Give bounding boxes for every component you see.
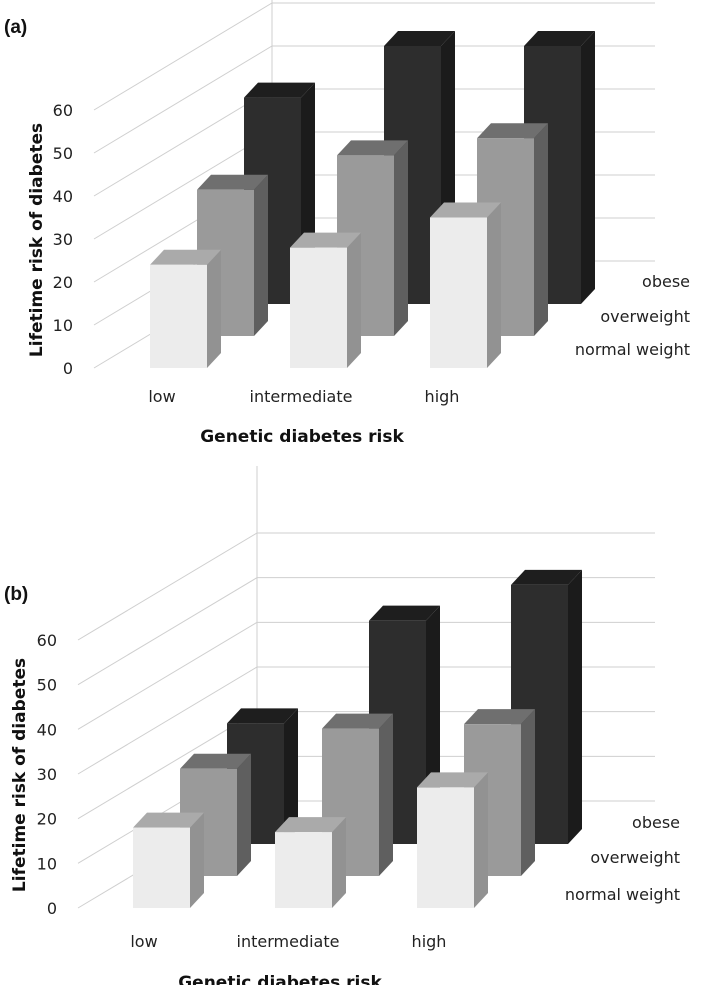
bar-top-face <box>430 202 501 218</box>
x-category-label-intermediate: intermediate <box>250 387 353 406</box>
bar-normal-weight-low <box>133 812 204 908</box>
y-tick-label: 40 <box>37 720 57 739</box>
series-label-overweight: overweight <box>600 307 690 326</box>
bar-normal-weight-intermediate <box>275 817 346 908</box>
bar-normal-weight-low <box>150 249 221 368</box>
bar-top-face <box>369 605 440 621</box>
bar-side-face <box>394 140 408 336</box>
panel-b-chart: 0 10 20 30 40 50 60 low intermediate high normal w… <box>4 466 680 985</box>
bar-front-face <box>417 787 474 908</box>
bar-top-face <box>227 708 298 724</box>
y-tick-label: 10 <box>37 854 57 873</box>
bar-top-face <box>477 123 548 139</box>
bar-top-face <box>524 31 595 46</box>
series-label-normal-weight: normal weight <box>565 885 680 904</box>
bar-front-face <box>290 247 347 368</box>
y-axis-title: Lifetime risk of diabetes <box>27 123 47 357</box>
bar-normal-weight-intermediate <box>290 232 361 368</box>
bar-top-face <box>322 713 393 729</box>
bar-front-face <box>275 832 332 908</box>
bar-side-face <box>190 812 204 908</box>
bar-normal-weight-high <box>417 772 488 908</box>
x-category-label-low: low <box>130 932 157 951</box>
bar-top-face <box>197 174 268 190</box>
y-tick-label: 60 <box>37 631 57 650</box>
panel-label: (a) <box>4 17 27 38</box>
y-tick-label: 40 <box>53 187 73 206</box>
panel-label: (b) <box>4 584 28 605</box>
bar-side-face <box>521 709 535 876</box>
bar-front-face <box>150 264 207 368</box>
bar-side-face <box>487 202 501 368</box>
y-tick-label: 0 <box>63 359 73 378</box>
bar-top-face <box>275 817 346 833</box>
y-tick-label: 0 <box>47 899 57 918</box>
bar-side-face <box>254 174 268 336</box>
bar-side-face <box>207 249 221 368</box>
x-category-label-high: high <box>425 387 460 406</box>
bar-side-face <box>237 753 251 876</box>
bar-side-face <box>284 708 298 844</box>
y-tick-label: 30 <box>53 230 73 249</box>
x-category-label-low: low <box>148 387 175 406</box>
series-label-normal-weight: normal weight <box>575 340 690 359</box>
bar-side-face <box>581 31 595 304</box>
y-tick-label: 50 <box>37 676 57 695</box>
y-tick-label: 60 <box>53 101 73 120</box>
y-tick-label: 30 <box>37 765 57 784</box>
bar-side-face <box>474 772 488 908</box>
x-axis-title: Genetic diabetes risk <box>200 427 404 447</box>
y-axis-title: Lifetime risk of diabetes <box>10 658 30 892</box>
bar-top-face <box>511 569 582 585</box>
bar-top-face <box>150 249 221 265</box>
bar-side-face <box>332 817 346 908</box>
bar-top-face <box>133 812 204 828</box>
bar-top-face <box>290 232 361 248</box>
bar-normal-weight-high <box>430 202 501 368</box>
series-label-obese: obese <box>642 272 690 291</box>
series-label-overweight: overweight <box>590 848 680 867</box>
bar-top-face <box>244 82 315 98</box>
series-label-obese: obese <box>632 813 680 832</box>
y-tick-label: 10 <box>53 316 73 335</box>
x-category-label-intermediate: intermediate <box>237 932 340 951</box>
bar-top-face <box>384 31 455 46</box>
bar-top-face <box>417 772 488 788</box>
x-axis-title: Genetic diabetes risk <box>178 973 382 985</box>
bar-top-face <box>464 709 535 725</box>
bar-side-face <box>534 123 548 336</box>
y-tick-label: 50 <box>53 144 73 163</box>
y-tick-label: 20 <box>53 273 73 292</box>
bar-front-face <box>430 217 487 368</box>
bar-side-face <box>347 232 361 368</box>
y-tick-label: 20 <box>37 810 57 829</box>
panel-a-chart: 0 10 20 30 40 50 60 low intermediate high normal w… <box>4 0 690 447</box>
bar-top-face <box>337 140 408 156</box>
bar-front-face <box>133 827 190 908</box>
bar-side-face <box>568 569 582 844</box>
bar-top-face <box>180 753 251 769</box>
x-category-label-high: high <box>412 932 447 951</box>
bar-side-face <box>379 713 393 876</box>
